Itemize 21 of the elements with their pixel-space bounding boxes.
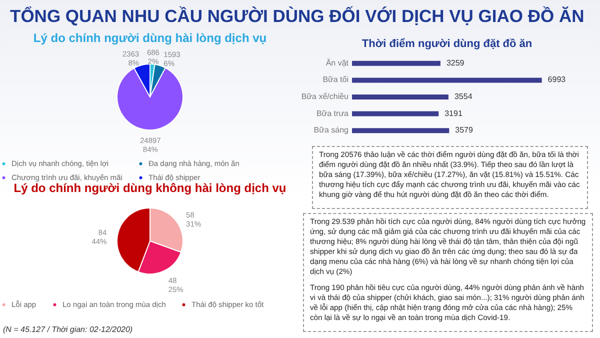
bar <box>352 128 450 134</box>
y-tick-label: Ăn vặt <box>326 58 350 68</box>
data-label: 3579 <box>455 126 474 135</box>
bar <box>352 78 542 83</box>
chart-title: Lý do chính người dùng không hài lòng dịch vụ <box>14 181 286 195</box>
data-label: 3554 <box>454 92 473 101</box>
text: TỔNG QUAN NHU CẦU NGƯỜI DÙNG ĐỐI VỚI DỊCH VỤ GIAO ĐỒ ĂN <box>10 6 584 27</box>
y-tick-label: Bữa tối <box>322 75 349 84</box>
bar <box>352 94 448 100</box>
bar <box>352 60 440 66</box>
chart-title: Thời điểm người dùng đặt đồ ăn <box>362 38 532 50</box>
bar <box>352 111 439 116</box>
chart-title: Lý do chính người dùng hài lòng dịch vụ <box>33 31 267 46</box>
text: (N = 45.127 / Thời gian: 02-12/2020) <box>3 325 133 334</box>
data-label: 6993 <box>548 75 566 84</box>
pie-slice <box>116 67 184 130</box>
y-tick-label: Bữa trưa <box>316 108 350 118</box>
data-label: 3259 <box>446 58 465 68</box>
y-tick-label: Bữa sáng <box>314 126 348 135</box>
data-label: 3191 <box>444 108 463 118</box>
y-tick-label: Bữa xế/chiều <box>301 92 348 101</box>
